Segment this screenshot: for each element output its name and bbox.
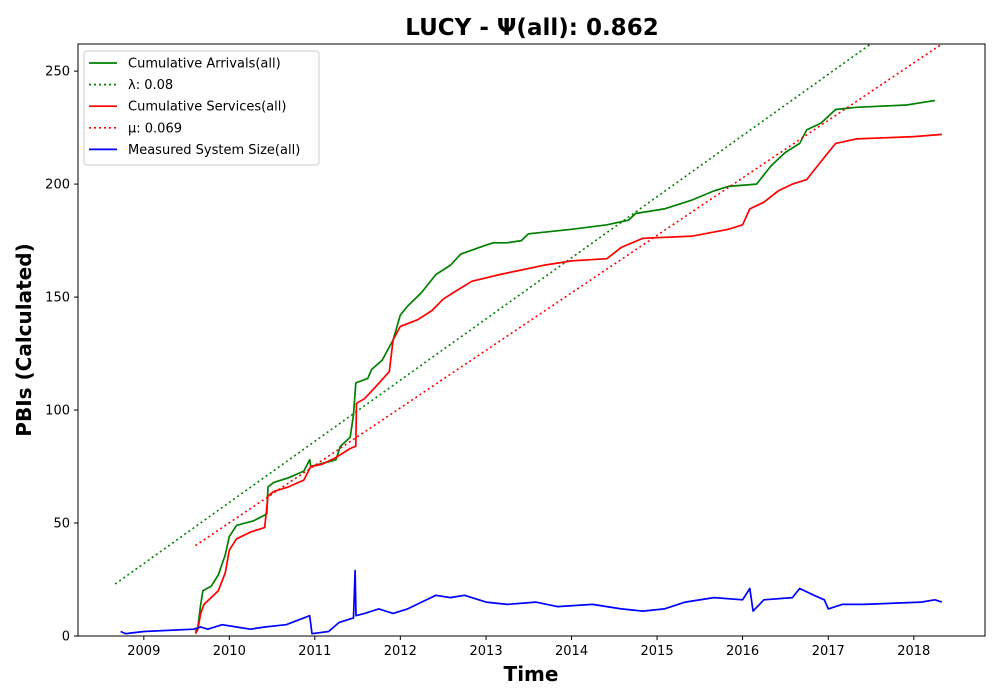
axis-layer: 2009 2010 2011 2012 2013 2014 2015 2016 2017 2018… <box>45 65 930 659</box>
x-tick-label: 2010 <box>213 644 246 659</box>
x-tick-label: 2016 <box>726 644 759 659</box>
y-tick-label: 200 <box>45 178 70 193</box>
x-tick-label: 2013 <box>470 644 503 659</box>
legend-box <box>83 50 320 166</box>
series-line-4 <box>120 569 943 635</box>
x-axis-title: Time <box>504 662 559 686</box>
legend: Cumulative Arrivals(all) λ: 0.08 Cumulativ… <box>83 50 320 166</box>
x-tick-label: 2015 <box>641 644 674 659</box>
legend-label-4: Measured System Size(all) <box>128 143 300 158</box>
series-line-2 <box>194 133 942 635</box>
x-tick-label: 2014 <box>555 644 588 659</box>
series-line-0 <box>194 99 936 632</box>
y-tick-label: 150 <box>45 291 70 306</box>
x-tick-label: 2017 <box>812 644 845 659</box>
x-tick-label: 2018 <box>897 644 930 659</box>
y-tick-label: 0 <box>62 630 70 645</box>
series-layer <box>114 43 943 635</box>
x-tick-label: 2011 <box>298 644 331 659</box>
chart-title: LUCY - Ψ(all): 0.862 <box>405 15 658 41</box>
y-tick-label: 100 <box>45 404 70 419</box>
y-tick-label: 50 <box>53 517 70 532</box>
legend-label-2: Cumulative Services(all) <box>128 100 286 115</box>
legend-label-1: λ: 0.08 <box>128 78 173 93</box>
x-tick-label: 2009 <box>127 644 160 659</box>
y-axis-title: PBIs (Calculated) <box>12 243 36 436</box>
legend-label-0: Cumulative Arrivals(all) <box>128 57 281 72</box>
legend-label-3: μ: 0.069 <box>128 121 182 136</box>
plot-frame <box>77 43 986 637</box>
y-tick-label: 250 <box>45 65 70 80</box>
x-tick-label: 2012 <box>384 644 417 659</box>
